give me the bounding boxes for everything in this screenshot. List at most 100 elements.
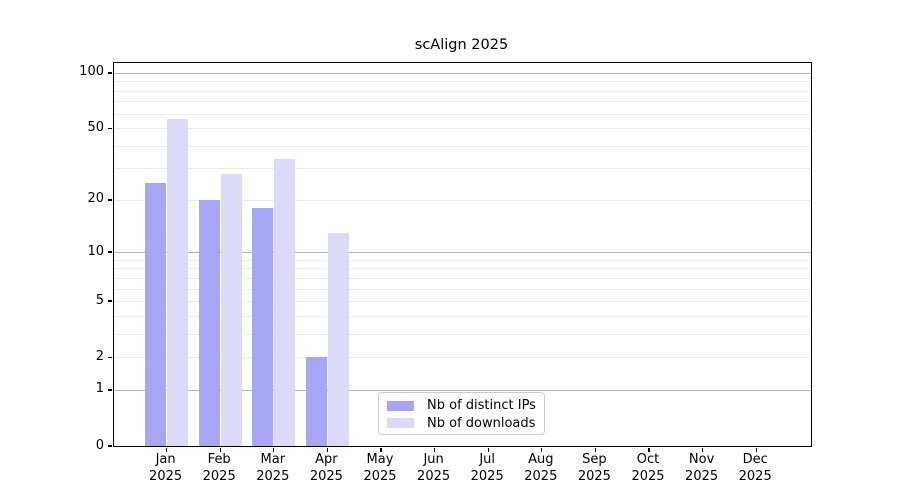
minor-gridline bbox=[114, 333, 811, 335]
minor-gridline bbox=[114, 315, 811, 317]
y-tick-label: 20 bbox=[87, 191, 104, 207]
x-tick-label-aug: Aug 2025 bbox=[509, 452, 573, 485]
y-tick-label: 50 bbox=[87, 119, 104, 135]
x-axis-tick bbox=[326, 448, 329, 452]
minor-gridline bbox=[114, 113, 811, 115]
y-axis-tick bbox=[108, 72, 112, 74]
month-label: Feb bbox=[207, 452, 231, 467]
minor-gridline bbox=[114, 288, 811, 290]
minor-gridline bbox=[114, 357, 811, 359]
legend-item-downloads: Nb of downloads bbox=[387, 415, 544, 433]
month-label: Sep bbox=[582, 452, 607, 467]
year-label: 2025 bbox=[417, 468, 451, 484]
month-label: Apr bbox=[315, 452, 338, 467]
year-label: 2025 bbox=[577, 468, 611, 484]
month-label: Mar bbox=[260, 452, 286, 467]
legend-swatch-downloads bbox=[387, 418, 414, 429]
minor-gridline bbox=[114, 90, 811, 92]
minor-gridline bbox=[114, 168, 811, 170]
bar-downloads-apr bbox=[327, 232, 349, 446]
y-axis-tick bbox=[108, 445, 112, 447]
x-axis-tick bbox=[648, 448, 650, 452]
y-tick-label: 1 bbox=[95, 381, 104, 397]
x-tick-label-may: May 2025 bbox=[348, 452, 412, 485]
x-tick-label-jan: Jan 2025 bbox=[134, 452, 198, 485]
year-label: 2025 bbox=[149, 468, 183, 484]
x-tick-label-apr: Apr 2025 bbox=[294, 452, 358, 485]
month-label: May bbox=[366, 452, 394, 467]
legend-item-distinct-ips: Nb of distinct IPs bbox=[387, 397, 544, 415]
year-label: 2025 bbox=[470, 468, 504, 484]
year-label: 2025 bbox=[202, 468, 236, 484]
x-axis-tick bbox=[273, 448, 275, 452]
x-axis-tick bbox=[487, 448, 489, 452]
month-label: Dec bbox=[742, 452, 768, 467]
year-label: 2025 bbox=[309, 468, 343, 484]
y-axis-tick bbox=[108, 199, 112, 201]
bar-downloads-feb bbox=[220, 173, 242, 446]
major-gridline bbox=[114, 72, 811, 74]
year-label: 2025 bbox=[631, 468, 665, 484]
x-axis-tick bbox=[380, 448, 382, 452]
bar-distinct-ips-apr bbox=[305, 357, 327, 446]
legend: Nb of distinct IPs Nb of downloads bbox=[378, 392, 545, 435]
year-label: 2025 bbox=[524, 468, 558, 484]
x-tick-label-jul: Jul 2025 bbox=[455, 452, 519, 485]
y-tick-label: 10 bbox=[87, 243, 104, 259]
bar-distinct-ips-mar bbox=[252, 208, 274, 446]
minor-gridline bbox=[114, 145, 811, 147]
x-tick-label-dec: Dec 2025 bbox=[723, 452, 787, 485]
bar-downloads-jan bbox=[167, 119, 189, 446]
minor-gridline bbox=[114, 81, 811, 83]
legend-swatch-distinct-ips bbox=[387, 400, 414, 411]
x-axis-tick bbox=[701, 448, 704, 452]
bar-distinct-ips-feb bbox=[198, 199, 220, 446]
y-axis-tick bbox=[108, 300, 112, 302]
y-tick-label: 2 bbox=[95, 348, 104, 364]
y-tick-label: 0 bbox=[95, 437, 104, 453]
y-tick-label: 5 bbox=[95, 292, 104, 308]
year-label: 2025 bbox=[256, 468, 290, 484]
minor-gridline bbox=[114, 277, 811, 279]
x-tick-label-mar: Mar 2025 bbox=[241, 452, 305, 485]
minor-gridline bbox=[114, 268, 811, 270]
x-tick-label-feb: Feb 2025 bbox=[187, 452, 251, 485]
x-axis-tick bbox=[594, 448, 597, 452]
month-label: Nov bbox=[688, 452, 715, 467]
month-label: Aug bbox=[528, 452, 554, 467]
y-axis-tick bbox=[108, 251, 112, 253]
x-tick-label-jun: Jun 2025 bbox=[402, 452, 466, 485]
chart-title: scAlign 2025 bbox=[414, 37, 509, 53]
bar-downloads-mar bbox=[274, 158, 296, 446]
y-axis-tick bbox=[108, 127, 112, 129]
x-tick-label-nov: Nov 2025 bbox=[670, 452, 734, 485]
year-label: 2025 bbox=[738, 468, 772, 484]
month-label: Jan bbox=[155, 452, 176, 467]
major-gridline bbox=[114, 252, 811, 254]
minor-gridline bbox=[114, 259, 811, 261]
minor-gridline bbox=[114, 128, 811, 130]
x-axis-tick bbox=[433, 448, 436, 452]
bar-distinct-ips-jan bbox=[145, 182, 167, 446]
minor-gridline bbox=[114, 301, 811, 303]
month-label: Jul bbox=[479, 452, 496, 467]
x-tick-label-sep: Sep 2025 bbox=[562, 452, 626, 485]
minor-gridline bbox=[114, 101, 811, 103]
major-gridline bbox=[114, 389, 811, 391]
plot-area bbox=[108, 62, 812, 452]
x-axis-tick bbox=[541, 448, 543, 452]
y-axis-tick bbox=[108, 389, 112, 391]
legend-label-downloads: Nb of downloads bbox=[427, 415, 536, 431]
year-label: 2025 bbox=[685, 468, 719, 484]
x-axis-tick bbox=[165, 448, 168, 452]
year-label: 2025 bbox=[363, 468, 397, 484]
y-tick-label: 100 bbox=[79, 64, 104, 80]
x-tick-label-oct: Oct 2025 bbox=[616, 452, 680, 485]
month-label: Jun bbox=[423, 452, 444, 467]
minor-gridline bbox=[114, 199, 811, 201]
legend-label-distinct-ips: Nb of distinct IPs bbox=[427, 398, 536, 414]
month-label: Oct bbox=[636, 452, 660, 467]
y-axis-tick bbox=[108, 356, 112, 358]
x-axis-tick bbox=[219, 448, 221, 452]
